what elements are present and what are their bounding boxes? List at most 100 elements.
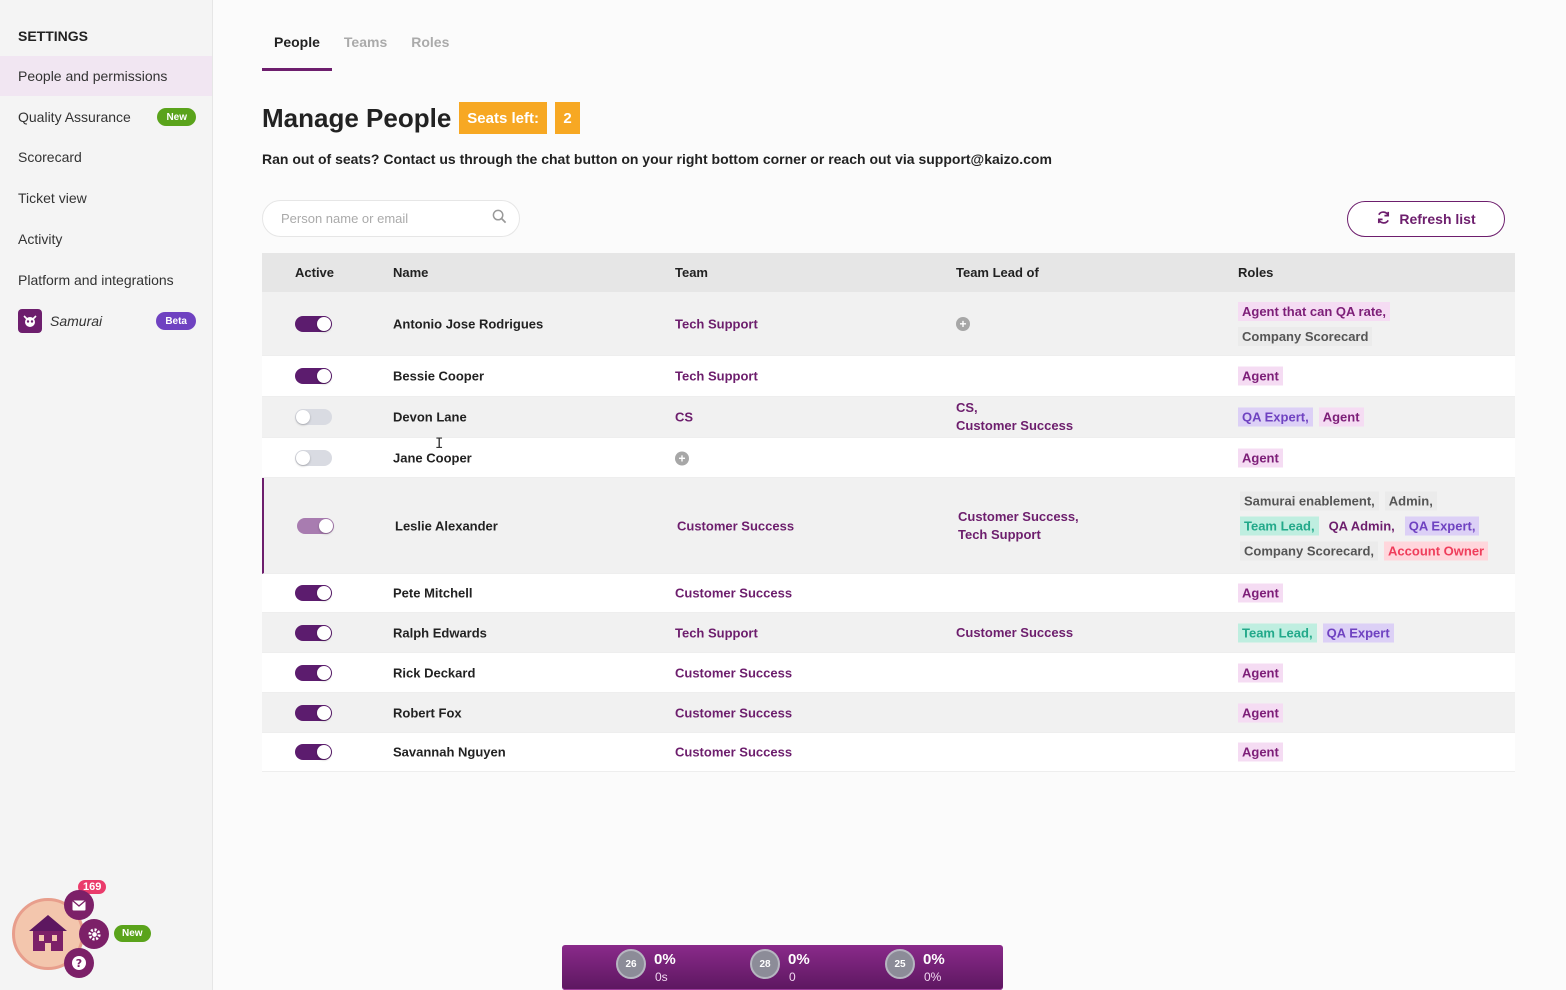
role-tag[interactable]: QA Expert <box>1322 623 1394 642</box>
team-name[interactable]: Customer Success <box>675 665 793 680</box>
search-input[interactable] <box>281 211 492 226</box>
roles-cell: Team Lead, QA Expert <box>1238 623 1508 642</box>
tab-people[interactable]: People <box>262 34 332 71</box>
toggle-knob <box>317 625 331 640</box>
team-name[interactable]: Customer Success <box>675 585 793 601</box>
active-toggle[interactable] <box>295 449 332 466</box>
table-row[interactable]: Pete Mitchell Customer Success Agent <box>262 574 1515 613</box>
team-name[interactable]: Tech Support <box>675 368 758 384</box>
role-tag[interactable]: Agent <box>1238 448 1283 467</box>
role-tag[interactable]: Admin, <box>1384 491 1437 510</box>
add-team-icon[interactable]: + <box>675 451 689 465</box>
active-toggle[interactable] <box>295 368 332 384</box>
gear-icon[interactable] <box>79 919 109 949</box>
role-tag[interactable]: QA Expert, <box>1238 407 1313 427</box>
sidebar-item-quality-assurance[interactable]: Quality Assurance New <box>0 97 212 137</box>
column-header-team-lead-of[interactable]: Team Lead of <box>956 265 1039 280</box>
active-toggle[interactable] <box>297 517 334 534</box>
team-lead-of-item[interactable]: Customer Success, <box>958 508 1079 524</box>
person-name[interactable]: Ralph Edwards <box>393 625 487 640</box>
sidebar-item-activity[interactable]: Activity <box>0 219 212 259</box>
roles-cell: Agent that can QA rate, Company Scorecard <box>1238 301 1508 346</box>
seats-left-label: Seats left: <box>459 102 547 134</box>
role-tag[interactable]: Agent <box>1318 407 1364 427</box>
role-tag[interactable]: Agent that can QA rate, <box>1238 301 1390 321</box>
team-lead-of-item[interactable]: Customer Success <box>956 418 1074 433</box>
team-name[interactable]: Tech Support <box>675 625 758 640</box>
refresh-list-label: Refresh list <box>1399 211 1476 227</box>
column-header-active[interactable]: Active <box>295 265 335 280</box>
person-name[interactable]: Jane Cooper <box>393 450 472 465</box>
tab-roles[interactable]: Roles <box>411 34 450 50</box>
role-tag[interactable]: Agent <box>1238 366 1283 386</box>
role-tag[interactable]: QA Admin, <box>1328 518 1395 533</box>
active-toggle[interactable] <box>295 315 332 332</box>
mail-icon[interactable] <box>64 890 94 920</box>
person-name[interactable]: Savannah Nguyen <box>393 744 506 760</box>
role-tag[interactable]: Team Lead, <box>1240 516 1319 535</box>
active-toggle[interactable] <box>295 624 332 641</box>
sidebar-item-people-and-permissions[interactable]: People and permissions <box>0 56 212 96</box>
team-name[interactable]: Customer Success <box>675 744 793 760</box>
stat-subvalue: 0 <box>789 970 796 984</box>
sidebar-item-scorecard[interactable]: Scorecard <box>0 137 212 177</box>
stats-bar: 26 0% 0s 28 0% 0 25 0% 0% <box>562 945 1003 990</box>
sidebar-item-label: Platform and integrations <box>18 272 174 288</box>
sidebar-item-ticket-view[interactable]: Ticket view <box>0 178 212 218</box>
column-header-roles[interactable]: Roles <box>1238 265 1274 280</box>
person-name[interactable]: Devon Lane <box>393 409 467 425</box>
table-row[interactable]: Devon Lane CS CS, Customer Success QA Expert… <box>262 397 1515 438</box>
active-toggle[interactable] <box>295 744 332 760</box>
person-name[interactable]: Antonio Jose Rodrigues <box>393 316 544 331</box>
team-name[interactable]: Tech Support <box>675 316 758 331</box>
seats-help-text: Ran out of seats? Contact us through the… <box>262 151 1052 167</box>
team-name[interactable]: CS <box>675 409 694 425</box>
team-lead-of-item[interactable]: Tech Support <box>958 526 1041 542</box>
role-tag[interactable]: Company Scorecard, <box>1240 541 1379 560</box>
refresh-list-button[interactable]: Refresh list <box>1347 201 1505 237</box>
team-name[interactable]: Customer Success <box>675 705 793 720</box>
person-name[interactable]: Leslie Alexander <box>395 518 498 533</box>
gamification-widget[interactable]: 169 ? New <box>12 880 172 980</box>
team-name[interactable]: Customer Success <box>677 518 795 533</box>
column-header-name[interactable]: Name <box>393 265 429 280</box>
person-name[interactable]: Rick Deckard <box>393 665 476 680</box>
team-lead-of-item[interactable]: Customer Success <box>956 624 1074 640</box>
role-tag[interactable]: Account Owner <box>1384 541 1489 560</box>
role-tag[interactable]: Agent <box>1238 703 1283 722</box>
role-tag[interactable]: QA Expert, <box>1404 516 1480 535</box>
sidebar-item-samurai[interactable]: Samurai Beta <box>0 301 212 341</box>
table-row[interactable]: Leslie Alexander Customer Success Customer… <box>262 478 1515 574</box>
help-icon[interactable]: ? <box>64 948 94 978</box>
add-team-lead-icon[interactable]: + <box>956 316 970 331</box>
role-tag[interactable]: Company Scorecard <box>1238 326 1373 346</box>
sidebar-item-platform-and-integrations[interactable]: Platform and integrations <box>0 260 212 300</box>
active-toggle[interactable] <box>295 664 332 681</box>
table-row[interactable]: Jane Cooper + Agent <box>262 438 1515 478</box>
table-row[interactable]: Savannah Nguyen Customer Success Agent <box>262 733 1515 772</box>
tab-teams[interactable]: Teams <box>343 34 388 50</box>
active-toggle[interactable] <box>295 409 332 425</box>
table-row[interactable]: Antonio Jose Rodrigues Tech Support + Agent… <box>262 292 1515 356</box>
roles-cell: Agent <box>1238 742 1508 762</box>
active-cell <box>295 449 332 466</box>
table-row[interactable]: Robert Fox Customer Success Agent <box>262 693 1515 733</box>
table-row[interactable]: Rick Deckard Customer Success Agent <box>262 653 1515 693</box>
table-row[interactable]: Ralph Edwards Tech Support Customer Succes… <box>262 613 1515 653</box>
toggle-knob <box>317 665 331 680</box>
role-tag[interactable]: Team Lead, <box>1238 623 1317 642</box>
person-name[interactable]: Bessie Cooper <box>393 368 485 384</box>
column-header-team[interactable]: Team <box>675 265 708 280</box>
role-tag[interactable]: Agent <box>1238 663 1283 682</box>
person-name[interactable]: Pete Mitchell <box>393 585 473 601</box>
sidebar-item-label: People and permissions <box>18 68 168 84</box>
role-tag[interactable]: Agent <box>1238 583 1283 603</box>
search-icon[interactable] <box>492 209 507 229</box>
role-tag[interactable]: Samurai enablement, <box>1240 491 1379 510</box>
active-toggle[interactable] <box>295 704 332 721</box>
active-toggle[interactable] <box>295 585 332 601</box>
person-name[interactable]: Robert Fox <box>393 705 462 720</box>
table-row[interactable]: Bessie Cooper Tech Support Agent <box>262 356 1515 397</box>
team-lead-of-item[interactable]: CS, <box>956 400 978 415</box>
role-tag[interactable]: Agent <box>1238 742 1283 762</box>
